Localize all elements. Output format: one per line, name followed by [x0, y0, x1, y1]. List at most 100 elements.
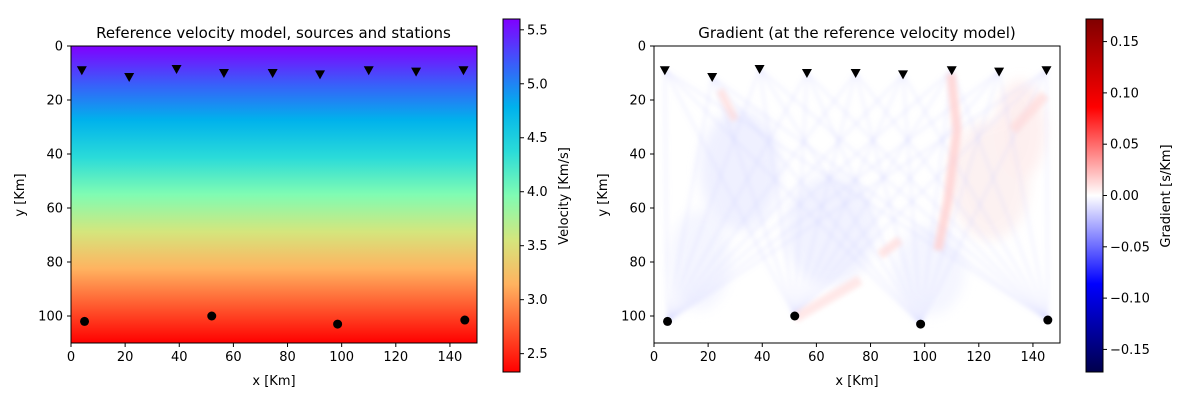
- gradient-colorbar: [1086, 19, 1103, 372]
- station-marker: [1041, 66, 1052, 76]
- ray-path: [854, 72, 922, 325]
- ray-path: [758, 68, 1049, 321]
- colorbar-tick-label: 5.5: [527, 23, 548, 38]
- station-marker: [124, 73, 135, 83]
- source-marker: [790, 311, 800, 321]
- x-tick-label: 60: [225, 350, 242, 365]
- y-axis-ticks: 0 20 40 60 80 100: [621, 40, 654, 325]
- x-tick-label: 20: [117, 350, 134, 365]
- ray-path: [998, 71, 1049, 321]
- x-tick-label: 20: [700, 350, 717, 365]
- x-tick-label: 80: [279, 350, 296, 365]
- x-tick-label: 100: [912, 350, 937, 365]
- colorbar-tick-label: 3.0: [527, 293, 548, 308]
- y-tick-label: 100: [38, 310, 63, 325]
- stations: [659, 64, 1052, 83]
- ray-path: [711, 76, 796, 317]
- colorbar-frame: [502, 18, 521, 373]
- source-marker: [916, 319, 926, 329]
- y-tick-label: 80: [46, 256, 63, 271]
- plot-frame: [70, 45, 478, 344]
- station-marker: [218, 69, 229, 78]
- station-marker: [411, 67, 422, 77]
- stations: [76, 64, 469, 83]
- y-tick-label: 60: [629, 202, 646, 217]
- source-marker: [333, 319, 343, 329]
- x-axis-label: x [Km]: [835, 374, 878, 389]
- chart-title: Gradient (at the reference velocity mode…: [698, 24, 1015, 42]
- ray-path: [666, 69, 953, 323]
- y-axis-ticks: 0 20 40 60 80 100: [38, 40, 71, 325]
- colorbar-ticks: 2.5 3.0 3.5 4.0 4.5 5.0 5.5: [520, 23, 548, 362]
- ray-path: [666, 76, 714, 322]
- x-tick-label: 120: [966, 350, 991, 365]
- x-tick-label: 40: [754, 350, 771, 365]
- source-marker: [207, 311, 217, 321]
- station-marker: [171, 64, 182, 74]
- velocity-heatmap: [71, 46, 477, 343]
- station-marker: [754, 64, 765, 74]
- station-marker: [458, 66, 469, 76]
- x-axis-ticks: 0 20 40 60 80 100 120 140: [67, 343, 462, 365]
- ray-path: [666, 70, 1000, 323]
- ray-path: [793, 70, 1000, 317]
- station-marker: [76, 66, 87, 76]
- ray-path: [806, 72, 1049, 321]
- ray-path: [664, 69, 922, 325]
- y-tick-label: 40: [46, 148, 63, 163]
- y-tick-label: 20: [46, 94, 63, 109]
- colorbar-tick-label: 0.00: [1110, 189, 1139, 204]
- ray-path: [666, 72, 808, 322]
- x-tick-label: 0: [650, 350, 658, 365]
- ray-path: [950, 69, 1049, 321]
- ray-path: [758, 68, 922, 325]
- station-marker: [994, 67, 1005, 77]
- x-tick-label: 100: [329, 350, 354, 365]
- colorbar-tick-label: 0.10: [1110, 86, 1139, 101]
- ray-path: [1045, 70, 1049, 321]
- ray-path: [758, 68, 796, 317]
- station-marker: [363, 66, 374, 76]
- station-marker: [898, 70, 909, 80]
- colorbar-tick-label: −0.05: [1110, 240, 1150, 255]
- station-marker: [946, 66, 957, 76]
- x-tick-label: 80: [862, 350, 879, 365]
- ray-path: [711, 76, 922, 325]
- ray-path: [663, 70, 669, 322]
- x-tick-label: 120: [383, 350, 408, 365]
- ray-path: [666, 68, 761, 322]
- x-axis-label: x [Km]: [252, 374, 295, 389]
- y-tick-label: 0: [55, 40, 63, 55]
- sources: [80, 311, 470, 329]
- colorbar-tick-label: −0.15: [1110, 343, 1150, 358]
- ray-path: [793, 69, 1048, 317]
- chart-title: Reference velocity model, sources and st…: [96, 24, 451, 42]
- plot-frame: [653, 45, 1061, 344]
- gradient-pattern: [663, 68, 1049, 325]
- y-tick-label: 20: [629, 94, 646, 109]
- x-tick-label: 140: [1021, 350, 1046, 365]
- ray-path: [805, 72, 922, 325]
- colorbar-tick-label: 4.0: [527, 185, 548, 200]
- colorbar-tick-label: 2.5: [527, 347, 548, 362]
- x-tick-label: 0: [67, 350, 75, 365]
- y-tick-label: 100: [621, 310, 646, 325]
- y-axis-label: y [Km]: [596, 173, 611, 216]
- station-marker: [315, 70, 326, 80]
- ray-path: [711, 76, 1049, 321]
- colorbar-tick-label: 0.15: [1110, 35, 1139, 50]
- velocity-colorbar: [503, 19, 520, 372]
- y-tick-label: 40: [629, 148, 646, 163]
- ray-path: [902, 73, 1049, 321]
- panel-gradient: Gradient (at the reference velocity mode…: [596, 18, 1174, 389]
- colorbar-label: Velocity [Km/s]: [557, 147, 572, 245]
- ray-path: [901, 74, 922, 325]
- colorbar-ticks: −0.15 −0.10 −0.05 0.00 0.05 0.10 0.15: [1103, 35, 1150, 358]
- gradient-ray-paths: [663, 68, 1049, 325]
- x-axis-ticks: 0 20 40 60 80 100 120 140: [650, 343, 1045, 365]
- sources: [663, 311, 1053, 329]
- source-marker: [80, 316, 90, 326]
- source-marker: [663, 316, 673, 326]
- colorbar-tick-label: −0.10: [1110, 292, 1150, 307]
- ray-path: [666, 72, 857, 323]
